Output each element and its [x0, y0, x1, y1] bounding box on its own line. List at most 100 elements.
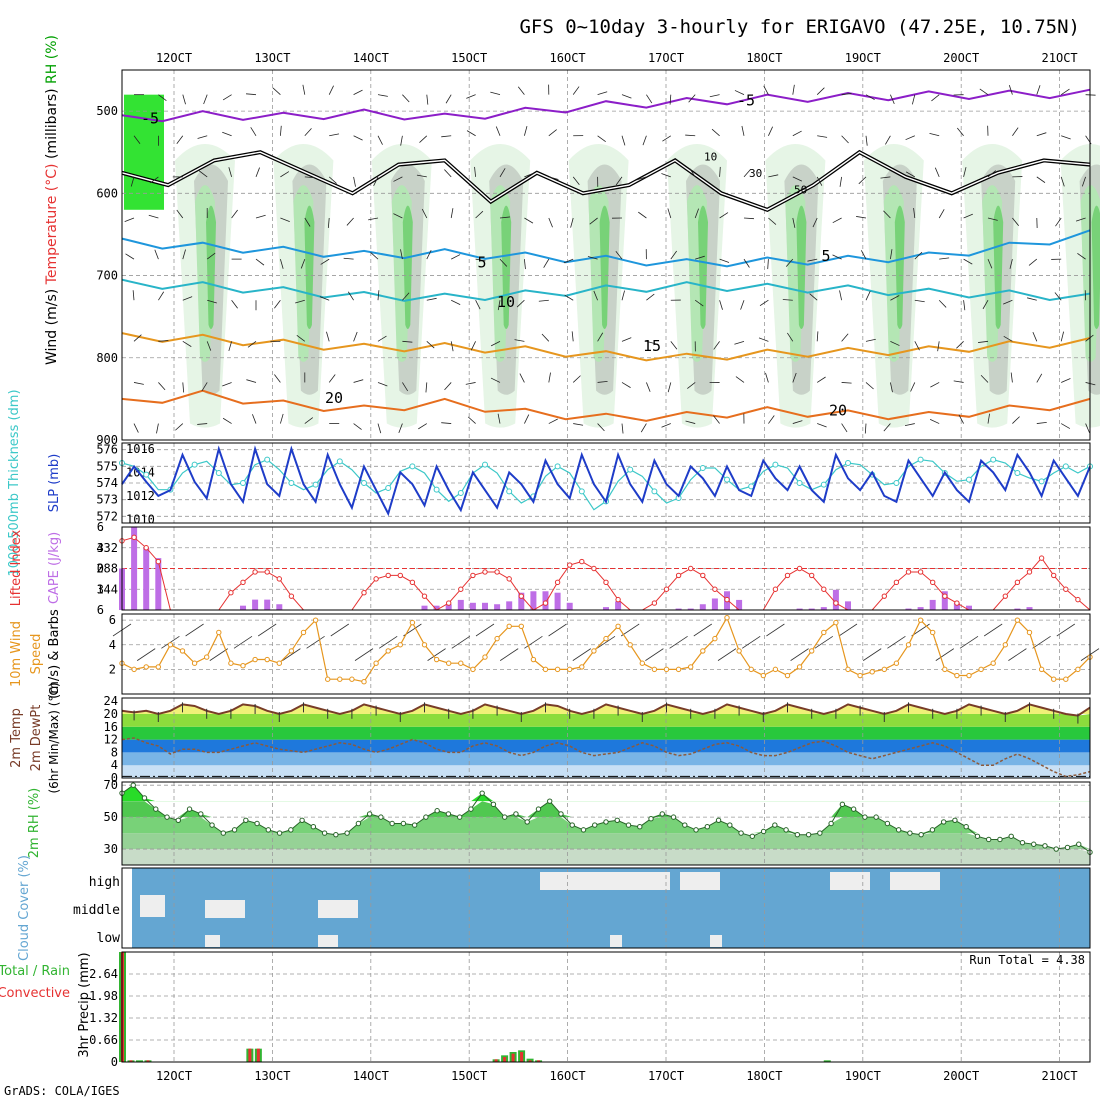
wind-marker [627, 642, 633, 648]
wind-barb [274, 374, 281, 383]
y-tick-right: 1012 [126, 489, 155, 503]
wind-barb [272, 87, 281, 95]
wind-barb [807, 258, 818, 262]
wind-barb [685, 420, 696, 424]
rh2m-marker [952, 817, 958, 824]
rh2m-marker [715, 817, 722, 824]
wind-marker [748, 666, 754, 673]
wind-barb [233, 635, 253, 649]
precip-conv-bar [537, 1060, 541, 1062]
wind-barb [959, 635, 979, 649]
thickness-line-marker [1038, 478, 1045, 485]
li-marker [905, 569, 912, 575]
wind-barb [864, 423, 867, 434]
cape-bar [1014, 608, 1021, 610]
wind-barb [621, 337, 632, 342]
cloud-gap [830, 872, 870, 890]
isotherm-line [121, 332, 1091, 362]
wind-barb [400, 249, 403, 260]
wind-barb [1054, 292, 1062, 301]
wind-barb [743, 217, 755, 220]
wind-barb [735, 376, 745, 383]
wind-barb [620, 623, 640, 637]
upper-air-panel: 500 600 700 800 900 -5 -5 5 5 10 15 20 20 10 30 50 Wind … [44, 35, 1100, 447]
wind-barb [688, 94, 696, 103]
wind-barb [719, 212, 729, 219]
x-tick-label-top: 14OCT [353, 51, 389, 65]
rh-plume [1091, 205, 1100, 329]
wind-barb [910, 382, 916, 392]
wind-marker [651, 666, 658, 673]
y-tick-label: 0 [111, 1055, 118, 1069]
wind-marker [700, 648, 706, 654]
wind-barb [158, 382, 166, 391]
rh2m-marker [749, 833, 756, 839]
wind-barb [621, 135, 626, 146]
wind-barb [475, 258, 486, 262]
cloud-row-label: low [97, 931, 121, 946]
x-tick-label-top: 13OCT [254, 51, 290, 65]
li-marker [252, 569, 258, 575]
rh2m-marker [254, 820, 260, 827]
wind-barb [767, 259, 769, 270]
contour-label: 20 [325, 389, 343, 407]
li-marker [954, 600, 960, 606]
li-marker [1038, 555, 1045, 561]
wind-marker [518, 623, 524, 630]
li-marker [796, 565, 803, 572]
rh-contour-label: 30 [749, 167, 762, 180]
wind-barb [517, 86, 525, 95]
wind-barb [176, 209, 184, 219]
wind-barb [514, 339, 525, 342]
wind-barb [589, 217, 598, 225]
thickness-line-marker [966, 476, 972, 483]
wind-barb [980, 374, 989, 383]
wind-barb [148, 214, 159, 219]
y-tick-label: 900 [96, 433, 118, 447]
li-marker [264, 569, 270, 575]
rh2m-marker [1031, 841, 1037, 847]
wind-barb [646, 340, 657, 345]
wind-barb [792, 420, 803, 424]
wind-barb [963, 300, 966, 311]
li-marker [1014, 579, 1021, 586]
li-marker [821, 586, 827, 592]
wind-barb [987, 258, 993, 269]
bottom-x-ticks: 12OCT 13OCT 14OCT 15OCT 16OCT 17OCT 18OCT 19OCT… [156, 1069, 1078, 1083]
wind-barb [353, 89, 363, 96]
wind-marker [942, 666, 948, 673]
rh2m-marker [940, 819, 947, 825]
li-marker [276, 576, 282, 582]
wind-barb [490, 377, 501, 383]
isotherm-line [121, 278, 1091, 302]
wind-barb [816, 331, 819, 342]
wind-barb [809, 293, 818, 301]
wind-barb [934, 167, 940, 178]
wind-barb [548, 129, 557, 137]
wind-marker [591, 648, 597, 654]
rh2m-marker [1008, 833, 1014, 839]
wind-barb [563, 258, 574, 264]
y-axis-label-part: Temperature (°C) [44, 163, 60, 288]
wind-barb [570, 217, 574, 228]
cloud-row-label: middle [73, 903, 120, 918]
wind-barb [475, 300, 481, 310]
wind-marker [567, 666, 573, 673]
li-marker [784, 572, 791, 579]
wind-barb [661, 173, 671, 178]
wind-barb [451, 299, 461, 305]
wind-barb [124, 217, 135, 222]
li-marker [409, 579, 416, 586]
wind-marker [325, 676, 331, 682]
li-marker [494, 569, 500, 575]
wind-barb [1028, 258, 1038, 266]
rh2m-marker [231, 827, 238, 833]
rh2m-marker [659, 811, 665, 817]
wind-barb [572, 176, 580, 186]
thickness-line-marker [240, 480, 246, 486]
wind-barb [320, 258, 330, 265]
y-axis-label: Lifted Index [9, 529, 24, 606]
slp-thickness-panel: 57657557457357210161014101210101000-500m… [7, 389, 1093, 577]
wind-barb [817, 135, 828, 138]
wind-barb [378, 635, 398, 649]
